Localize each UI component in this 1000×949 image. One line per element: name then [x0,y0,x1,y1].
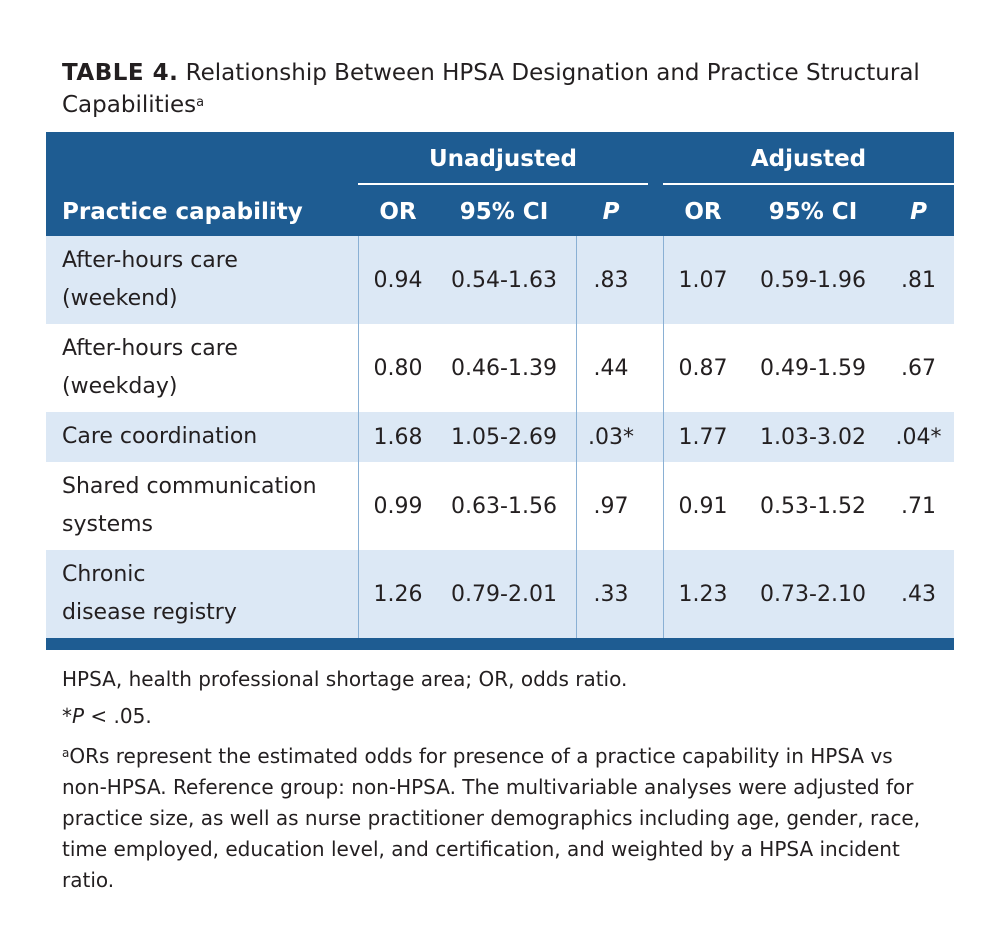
table-number: TABLE 4. [62,60,179,86]
cell-adjusted-ci: 0.73-2.10 [760,581,866,607]
row-capability: After-hours care (weekday) [62,330,352,406]
capability-line: Chronic [62,562,146,587]
capability-line: Shared communication [62,474,317,499]
cell-adjusted-p: .71 [901,493,936,519]
cell-adjusted-or: 0.91 [678,493,728,519]
data-table: Unadjusted Adjusted Practice capability … [46,132,954,650]
cell-unadjusted-ci: 0.63-1.56 [451,493,557,519]
group-header-adjusted: Adjusted [750,146,867,172]
caption-footnote-marker: a [196,95,205,110]
cell-adjusted-or: 0.87 [678,355,728,381]
table-row: Care coordination 1.68 1.05-2.69 .03* 1.… [46,412,954,462]
column-header-unadjusted-p: P [602,199,620,225]
significance-note: *P < .05. [62,701,942,732]
cell-adjusted-ci: 0.59-1.96 [760,267,866,293]
cell-adjusted-p: .43 [901,581,936,607]
footnote-a: aORs represent the estimated odds for pr… [62,738,942,896]
cell-unadjusted-ci: 0.46-1.39 [451,355,557,381]
column-header-unadjusted-ci: 95% CI [459,199,549,225]
column-header-capability: Practice capability [62,199,303,225]
cell-adjusted-p: .04* [895,424,942,450]
significance-star: * [62,704,72,728]
table-title: Relationship Between HPSA Designation an… [62,60,920,118]
significance-p: P [72,704,85,728]
group-rule-adjusted [663,183,954,185]
cell-adjusted-ci: 0.53-1.52 [760,493,866,519]
row-capability: Shared communication systems [62,468,352,544]
cell-adjusted-or: 1.77 [678,424,728,450]
table-bottom-rule [46,638,954,650]
table-row: After-hours care (weekday) 0.80 0.46-1.3… [46,324,954,412]
row-capability: Care coordination [62,424,258,449]
footnote-marker: a [62,746,70,760]
cell-unadjusted-p: .03* [588,424,634,450]
table-row: Chronic disease registry 1.26 0.79-2.01 … [46,550,954,638]
table-notes: HPSA, health professional shortage area;… [62,664,942,902]
cell-unadjusted-ci: 0.54-1.63 [451,267,557,293]
cell-unadjusted-p: .97 [593,493,629,519]
row-capability: After-hours care (weekend) [62,242,352,318]
cell-unadjusted-ci: 0.79-2.01 [451,581,557,607]
cell-unadjusted-p: .33 [593,581,629,607]
cell-adjusted-ci: 1.03-3.02 [760,424,866,450]
abbreviation-note: HPSA, health professional shortage area;… [62,667,628,691]
capability-line: disease registry [62,600,237,625]
group-rule-unadjusted [358,183,648,185]
capability-line: (weekend) [62,286,178,311]
capability-line: After-hours care [62,336,238,361]
column-divider [663,236,664,638]
row-capability: Chronic disease registry [62,556,352,632]
column-header-unadjusted-or: OR [379,199,417,225]
group-header-unadjusted: Unadjusted [428,146,578,172]
cell-unadjusted-or: 1.68 [373,424,423,450]
cell-adjusted-ci: 0.49-1.59 [760,355,866,381]
cell-unadjusted-or: 0.99 [373,493,423,519]
table-row: Shared communication systems 0.99 0.63-1… [46,462,954,550]
capability-line: (weekday) [62,374,178,399]
capability-line: After-hours care [62,248,238,273]
table-header: Unadjusted Adjusted Practice capability … [46,132,954,236]
column-header-adjusted-or: OR [684,199,722,225]
column-divider [358,236,359,638]
cell-unadjusted-or: 0.80 [373,355,423,381]
table-row: After-hours care (weekend) 0.94 0.54-1.6… [46,236,954,324]
capability-line: systems [62,512,153,537]
cell-unadjusted-p: .44 [593,355,629,381]
cell-unadjusted-p: .83 [593,267,629,293]
cell-adjusted-p: .81 [901,267,936,293]
cell-unadjusted-or: 1.26 [373,581,423,607]
significance-threshold: < .05. [84,704,152,728]
cell-unadjusted-or: 0.94 [373,267,423,293]
footnote-text: ORs represent the estimated odds for pre… [62,744,921,892]
column-header-adjusted-ci: 95% CI [768,199,858,225]
cell-unadjusted-ci: 1.05-2.69 [451,424,557,450]
column-header-adjusted-p: P [910,199,927,225]
cell-adjusted-p: .67 [901,355,936,381]
cell-adjusted-or: 1.07 [678,267,728,293]
column-divider [576,236,577,638]
cell-adjusted-or: 1.23 [678,581,728,607]
table-caption: TABLE 4. Relationship Between HPSA Desig… [62,58,942,120]
